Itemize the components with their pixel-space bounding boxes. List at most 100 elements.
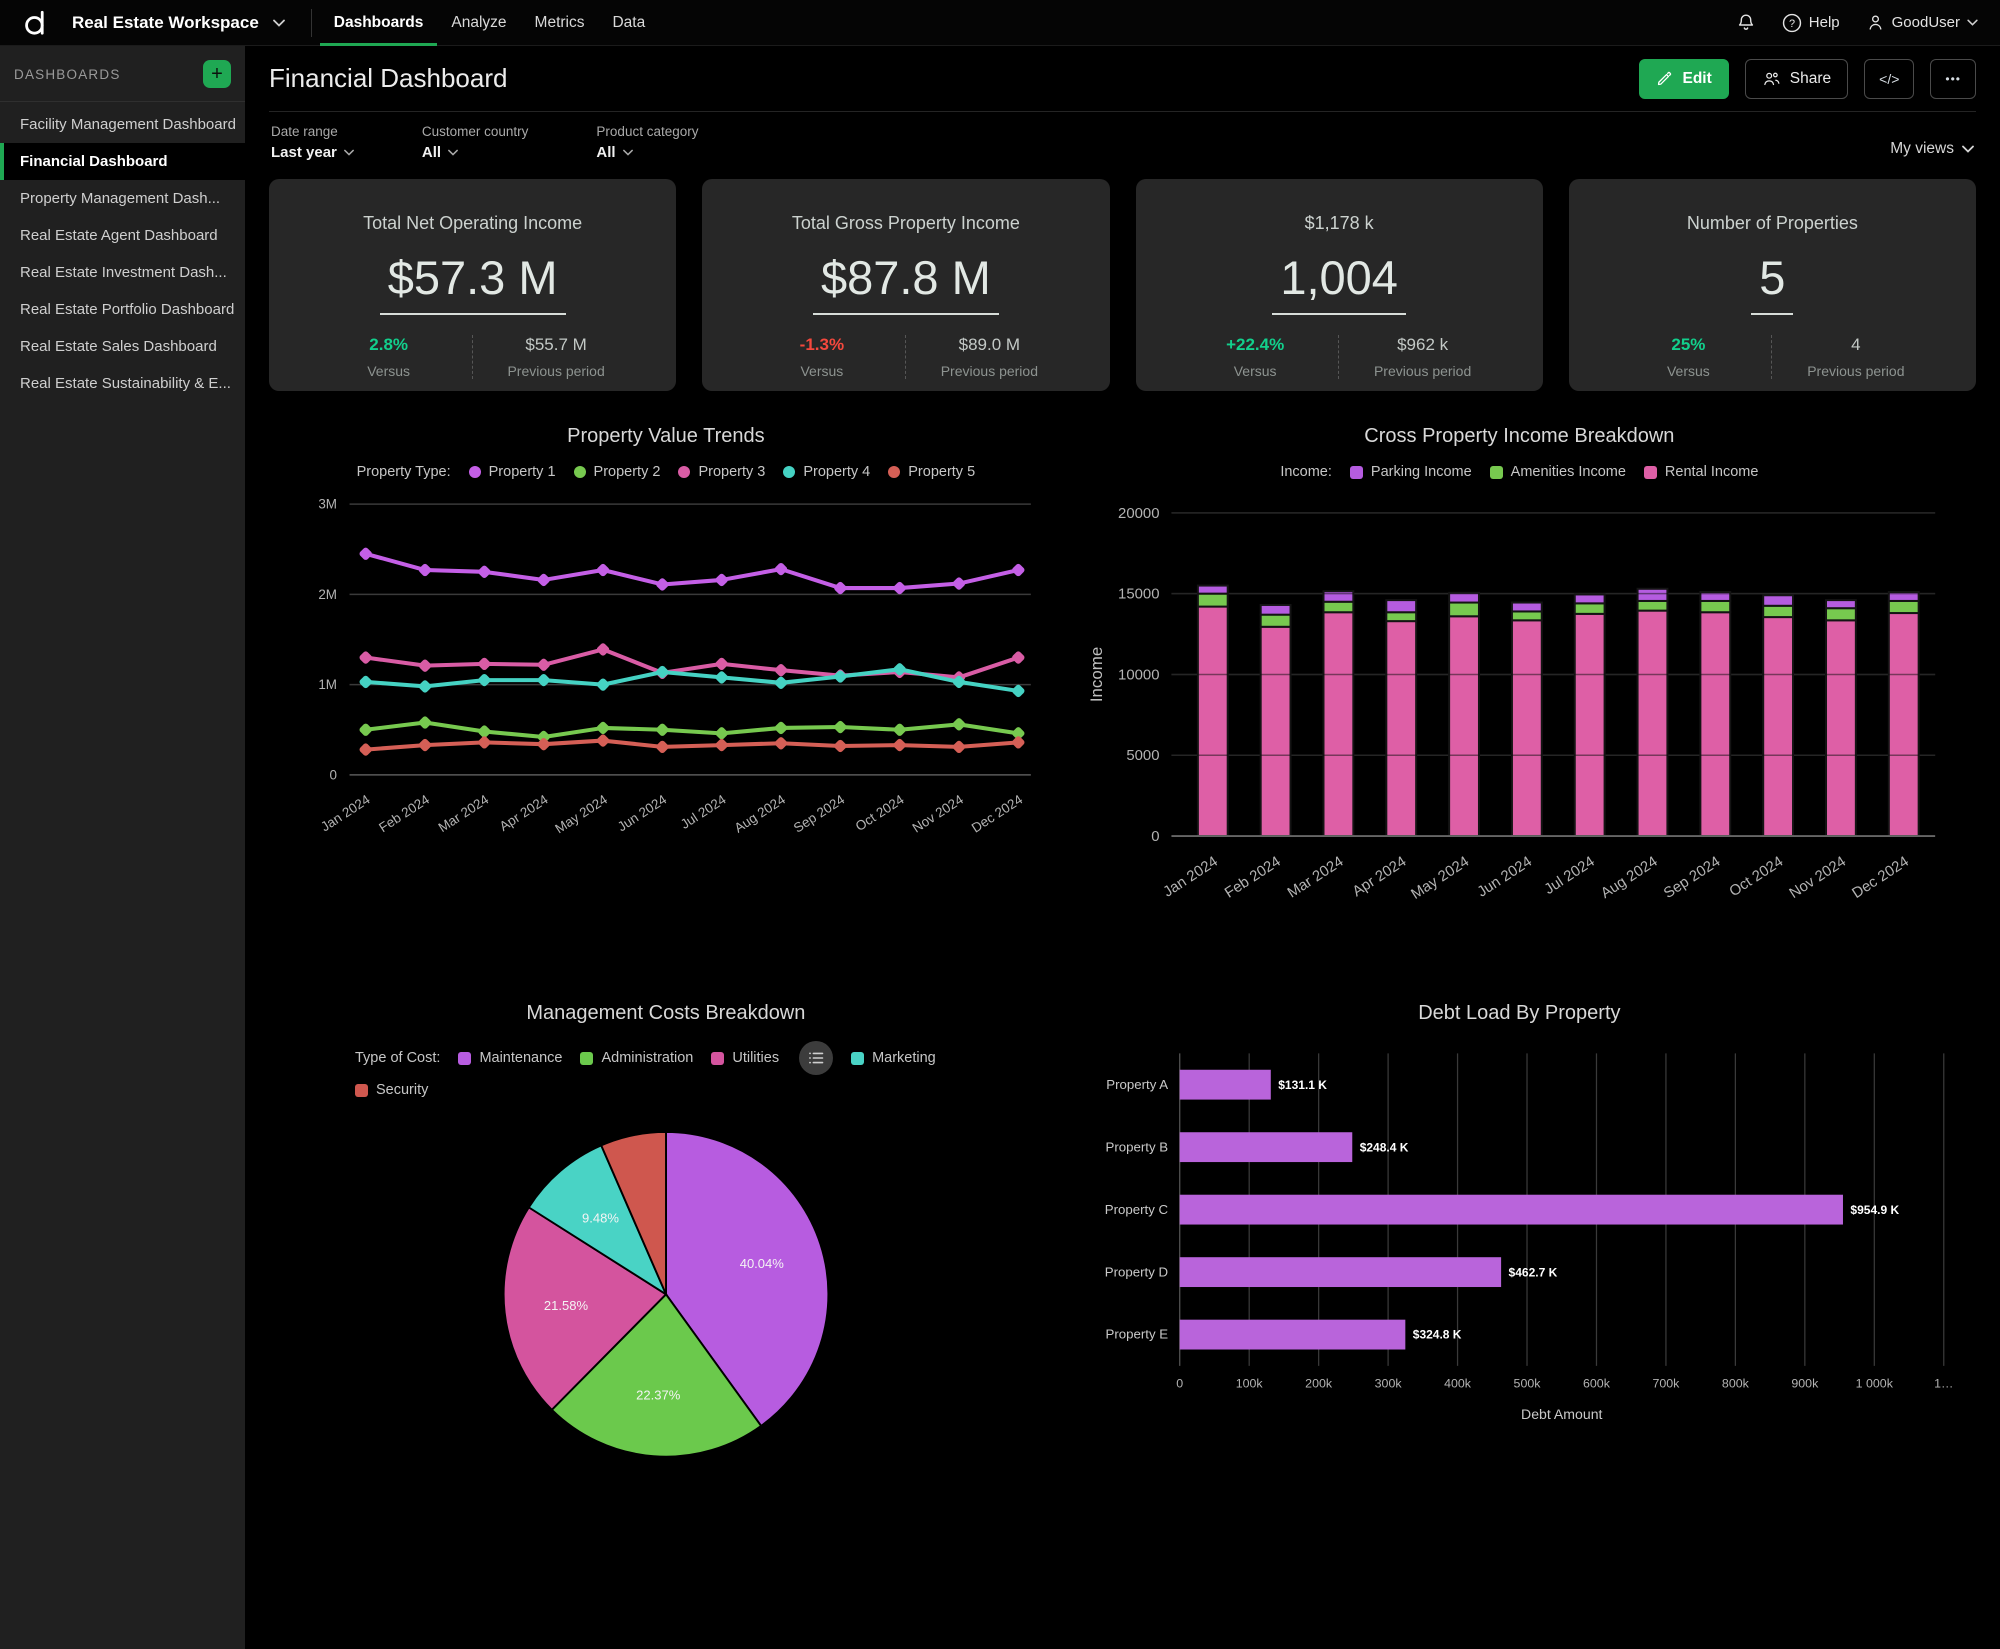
- sidebar-header: DASHBOARDS +: [0, 46, 245, 102]
- legend-item[interactable]: Marketing: [851, 1050, 936, 1066]
- legend-item[interactable]: Property 3: [678, 464, 765, 480]
- kpi-card-gross-property-income: Total Gross Property Income $87.8 M -1.3…: [702, 179, 1110, 391]
- share-users-icon: [1762, 70, 1781, 87]
- workspace-switcher[interactable]: Real Estate Workspace: [72, 13, 311, 33]
- user-menu[interactable]: GoodUser: [1866, 13, 1978, 32]
- svg-text:1 000k: 1 000k: [1856, 1377, 1894, 1391]
- kpi-title: $1,178 k: [1304, 213, 1374, 233]
- help-menu[interactable]: ? Help: [1782, 13, 1840, 33]
- edit-button[interactable]: Edit: [1639, 58, 1729, 99]
- sidebar-item-facility-management[interactable]: Facility Management Dashboard: [20, 116, 236, 133]
- page-header: Financial Dashboard Edit Share </> •••: [269, 46, 1976, 112]
- embed-code-button[interactable]: </>: [1864, 58, 1915, 99]
- notifications-bell-icon[interactable]: [1736, 12, 1756, 33]
- help-icon: ?: [1782, 13, 1802, 33]
- ellipsis-icon: •••: [1945, 71, 1961, 86]
- legend-item[interactable]: Maintenance: [458, 1050, 562, 1066]
- svg-text:Feb 2024: Feb 2024: [1222, 854, 1284, 902]
- filter-value: All: [421, 144, 442, 161]
- pie-chart-canvas[interactable]: 40.04% 22.37% 21.58% 9.48%: [486, 1112, 846, 1472]
- kpi-title: Total Net Operating Income: [363, 213, 583, 233]
- sidebar-item-portfolio[interactable]: Real Estate Portfolio Dashboard: [20, 301, 235, 318]
- legend-swatch: [458, 1051, 472, 1065]
- svg-text:$248.4 K: $248.4 K: [1360, 1141, 1409, 1155]
- kpi-previous-value: $962 k: [1397, 335, 1449, 354]
- svg-text:Jul 2024: Jul 2024: [678, 791, 729, 832]
- kpi-value: 5: [1751, 250, 1794, 315]
- add-dashboard-button[interactable]: +: [203, 60, 231, 88]
- filter-customer-country[interactable]: Customer country All: [422, 124, 529, 161]
- legend-item[interactable]: Property 4: [783, 464, 870, 480]
- svg-text:?: ?: [1789, 18, 1795, 30]
- legend-title: Type of Cost:: [355, 1050, 441, 1067]
- share-button[interactable]: Share: [1744, 58, 1849, 99]
- svg-text:500k: 500k: [1513, 1377, 1541, 1391]
- svg-text:5000: 5000: [1126, 748, 1159, 764]
- svg-text:Jan 2024: Jan 2024: [318, 791, 373, 834]
- chevron-down-icon: [343, 149, 354, 156]
- legend-swatch: [580, 1051, 594, 1065]
- svg-text:21.58%: 21.58%: [544, 1299, 589, 1314]
- sidebar-item-property-management[interactable]: Property Management Dash...: [20, 190, 221, 207]
- legend-item[interactable]: Amenities Income: [1489, 464, 1626, 480]
- my-views-dropdown[interactable]: My views: [1890, 124, 1974, 158]
- svg-text:Apr 2024: Apr 2024: [497, 791, 551, 834]
- user-name: GoodUser: [1891, 14, 1960, 31]
- topbar-divider: [310, 8, 312, 37]
- kpi-delta: +22.4%: [1226, 335, 1285, 354]
- svg-text:1…: 1…: [1934, 1377, 1953, 1391]
- legend-label: Property 1: [488, 464, 556, 480]
- svg-text:Property D: Property D: [1105, 1265, 1168, 1280]
- filter-product-category[interactable]: Product category All: [596, 124, 698, 161]
- legend-item[interactable]: Rental Income: [1643, 464, 1758, 480]
- stacked-bar-chart-canvas[interactable]: 0 5000 10000 15000 20000 Income Jan 2024 Feb 20…: [1072, 488, 1967, 960]
- svg-text:20000: 20000: [1118, 506, 1159, 522]
- kpi-value: $87.8 M: [812, 250, 999, 315]
- chart-legend: Income: Parking Income Amenities Income Re…: [1280, 464, 1758, 480]
- tab-data[interactable]: Data: [612, 13, 646, 31]
- kpi-value: $57.3 M: [379, 250, 566, 315]
- legend-item[interactable]: Utilities: [711, 1050, 779, 1066]
- svg-text:Property C: Property C: [1105, 1202, 1169, 1217]
- legend-item[interactable]: Security: [355, 1082, 428, 1098]
- chart-cross-property-income: Cross Property Income Breakdown Income: …: [1063, 425, 1976, 960]
- legend-item[interactable]: Property 1: [468, 464, 556, 480]
- tab-dashboards[interactable]: Dashboards: [319, 0, 438, 46]
- svg-text:Aug 2024: Aug 2024: [1598, 854, 1660, 902]
- svg-text:15000: 15000: [1118, 587, 1159, 603]
- tab-metrics[interactable]: Metrics: [534, 13, 585, 31]
- app-logo[interactable]: [0, 0, 72, 46]
- sidebar-item-investment[interactable]: Real Estate Investment Dash...: [20, 264, 227, 281]
- sidebar-item-sales[interactable]: Real Estate Sales Dashboard: [20, 338, 217, 355]
- legend-options-button[interactable]: [799, 1041, 834, 1076]
- svg-text:Sep 2024: Sep 2024: [1661, 854, 1723, 902]
- line-chart-canvas[interactable]: 0 1M 2M 3M Jan 2024 Feb 2024 Mar 2024 Apr 2024 M…: [285, 488, 1047, 878]
- svg-text:600k: 600k: [1583, 1377, 1611, 1391]
- kpi-delta: 2.8%: [369, 335, 409, 354]
- filter-label: Customer country: [421, 124, 529, 139]
- sidebar-item-sustainability[interactable]: Real Estate Sustainability & E...: [20, 375, 231, 392]
- filter-date-range[interactable]: Date range Last year: [271, 124, 354, 161]
- svg-text:Property A: Property A: [1106, 1077, 1168, 1092]
- sidebar-item-financial[interactable]: Financial Dashboard: [0, 143, 245, 180]
- legend-item[interactable]: Property 5: [888, 464, 975, 480]
- legend-item[interactable]: Parking Income: [1349, 464, 1472, 480]
- legend-item[interactable]: Property 2: [573, 464, 660, 480]
- legend-label: Security: [376, 1082, 429, 1099]
- svg-text:Mar 2024: Mar 2024: [1285, 854, 1347, 902]
- svg-text:Dec 2024: Dec 2024: [1850, 854, 1912, 902]
- kpi-previous-value: $89.0 M: [958, 335, 1021, 354]
- more-options-button[interactable]: •••: [1930, 58, 1976, 99]
- svg-text:300k: 300k: [1375, 1377, 1403, 1391]
- sidebar-item-agent[interactable]: Real Estate Agent Dashboard: [20, 227, 218, 244]
- tab-analyze[interactable]: Analyze: [451, 13, 507, 31]
- kpi-versus-label: Versus: [367, 363, 411, 379]
- legend-item[interactable]: Administration: [580, 1050, 693, 1066]
- svg-text:Aug 2024: Aug 2024: [731, 791, 788, 835]
- kpi-row: Total Net Operating Income $57.3 M 2.8% V…: [269, 179, 1976, 391]
- kpi-value: 1,004: [1272, 250, 1406, 315]
- svg-text:Nov 2024: Nov 2024: [1787, 854, 1849, 902]
- legend-swatch: [851, 1051, 865, 1065]
- horizontal-bar-chart-canvas[interactable]: 0 100k 200k 300k 400k 500k 600k 700k 800k 900k 1 0…: [1072, 1041, 1967, 1430]
